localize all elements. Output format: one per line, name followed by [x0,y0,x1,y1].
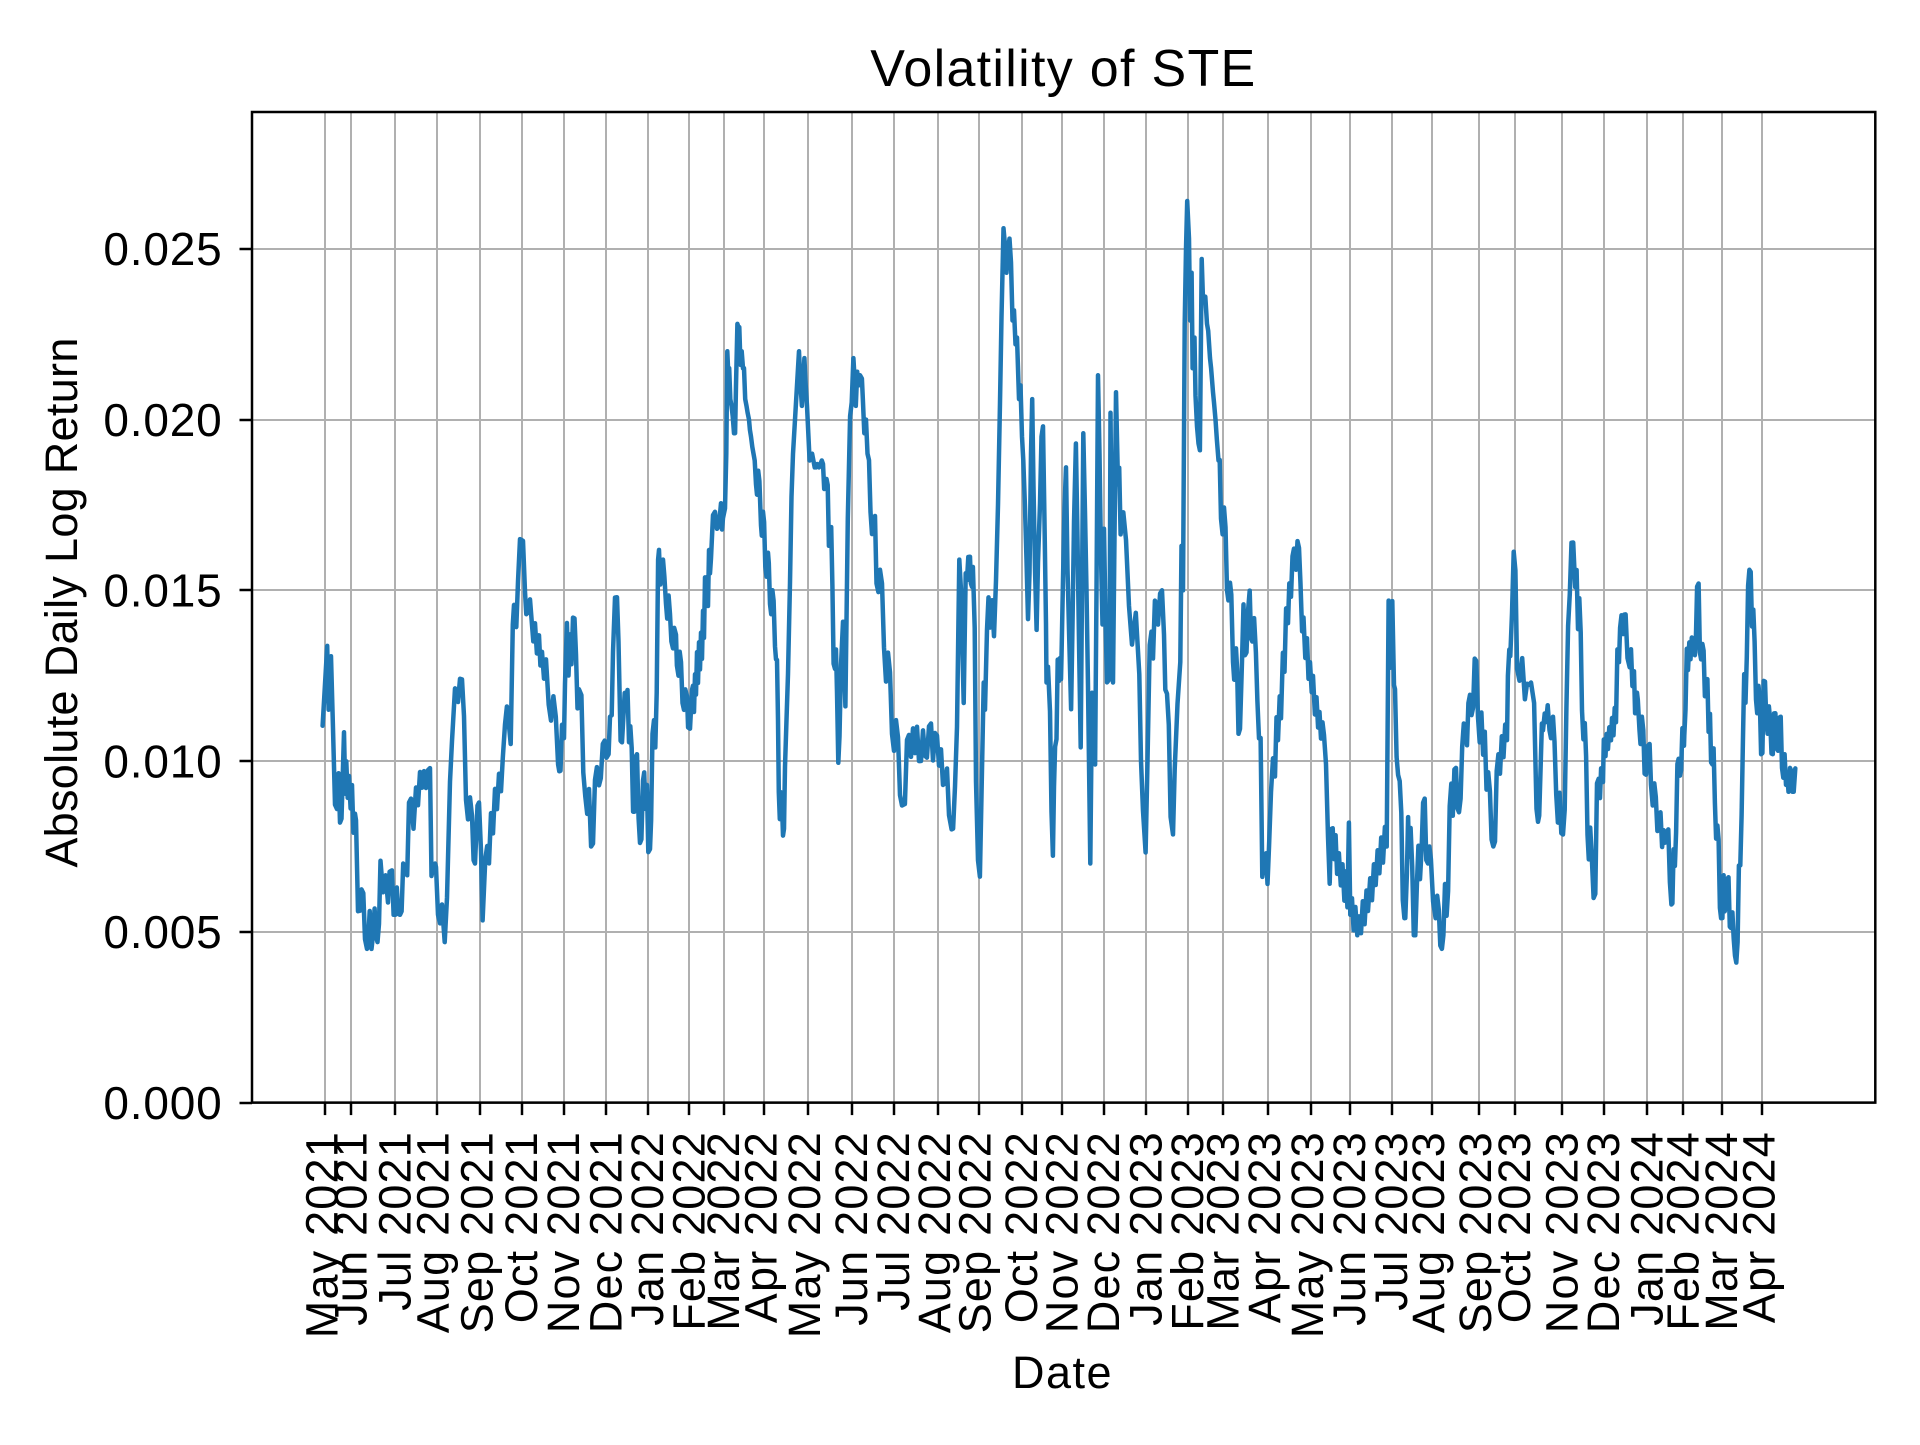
svg-text:May 2022: May 2022 [779,1131,830,1338]
svg-text:Dec 2022: Dec 2022 [1078,1131,1129,1333]
svg-text:Jan 2023: Jan 2023 [1121,1131,1172,1326]
svg-text:Oct 2021: Oct 2021 [496,1131,547,1323]
svg-text:Jan 2024: Jan 2024 [1621,1131,1672,1326]
svg-text:Jul 2023: Jul 2023 [1366,1131,1417,1311]
svg-text:0.000: 0.000 [103,1077,222,1129]
svg-text:Sep 2021: Sep 2021 [452,1131,503,1333]
svg-text:Jun 2022: Jun 2022 [826,1131,877,1326]
svg-text:Feb 2023: Feb 2023 [1162,1131,1213,1331]
svg-text:Mar 2023: Mar 2023 [1198,1131,1249,1331]
svg-text:Feb 2024: Feb 2024 [1657,1131,1708,1331]
svg-text:May 2023: May 2023 [1282,1131,1333,1338]
svg-text:Sep 2022: Sep 2022 [950,1131,1001,1333]
svg-text:0.025: 0.025 [103,223,222,275]
svg-text:Mar 2022: Mar 2022 [698,1131,749,1331]
svg-text:0.005: 0.005 [103,906,222,958]
svg-text:Jun 2021: Jun 2021 [326,1131,377,1326]
svg-text:Jul 2022: Jul 2022 [868,1131,919,1311]
svg-text:Nov 2021: Nov 2021 [538,1131,589,1333]
svg-text:0.015: 0.015 [103,565,222,617]
svg-text:Apr 2024: Apr 2024 [1734,1131,1785,1323]
svg-text:Dec 2021: Dec 2021 [581,1131,632,1333]
svg-text:Oct 2023: Oct 2023 [1489,1131,1540,1323]
svg-text:May 2021: May 2021 [296,1131,347,1338]
svg-text:Apr 2022: Apr 2022 [736,1131,787,1323]
svg-text:Absolute Daily Log Return: Absolute Daily Log Return [36,337,87,867]
svg-text:Feb 2022: Feb 2022 [664,1131,715,1331]
svg-text:0.020: 0.020 [103,394,222,446]
svg-text:Sep 2023: Sep 2023 [1450,1131,1501,1333]
svg-text:Jul 2021: Jul 2021 [369,1131,420,1311]
svg-text:Volatility of STE: Volatility of STE [870,40,1256,98]
svg-text:Nov 2023: Nov 2023 [1536,1131,1587,1333]
svg-text:Jun 2023: Jun 2023 [1324,1131,1375,1326]
svg-text:0.010: 0.010 [103,736,222,788]
svg-text:Aug 2022: Aug 2022 [909,1131,960,1333]
svg-text:Aug 2023: Aug 2023 [1403,1131,1454,1333]
svg-text:Jan 2022: Jan 2022 [622,1131,673,1326]
svg-text:Date: Date [1012,1347,1113,1398]
svg-text:Oct 2022: Oct 2022 [996,1131,1047,1323]
svg-text:Apr 2023: Apr 2023 [1239,1131,1290,1323]
svg-text:Aug 2021: Aug 2021 [408,1131,459,1333]
svg-text:Nov 2022: Nov 2022 [1037,1131,1088,1333]
svg-text:Mar 2024: Mar 2024 [1696,1131,1747,1331]
svg-text:Dec 2023: Dec 2023 [1578,1131,1629,1333]
